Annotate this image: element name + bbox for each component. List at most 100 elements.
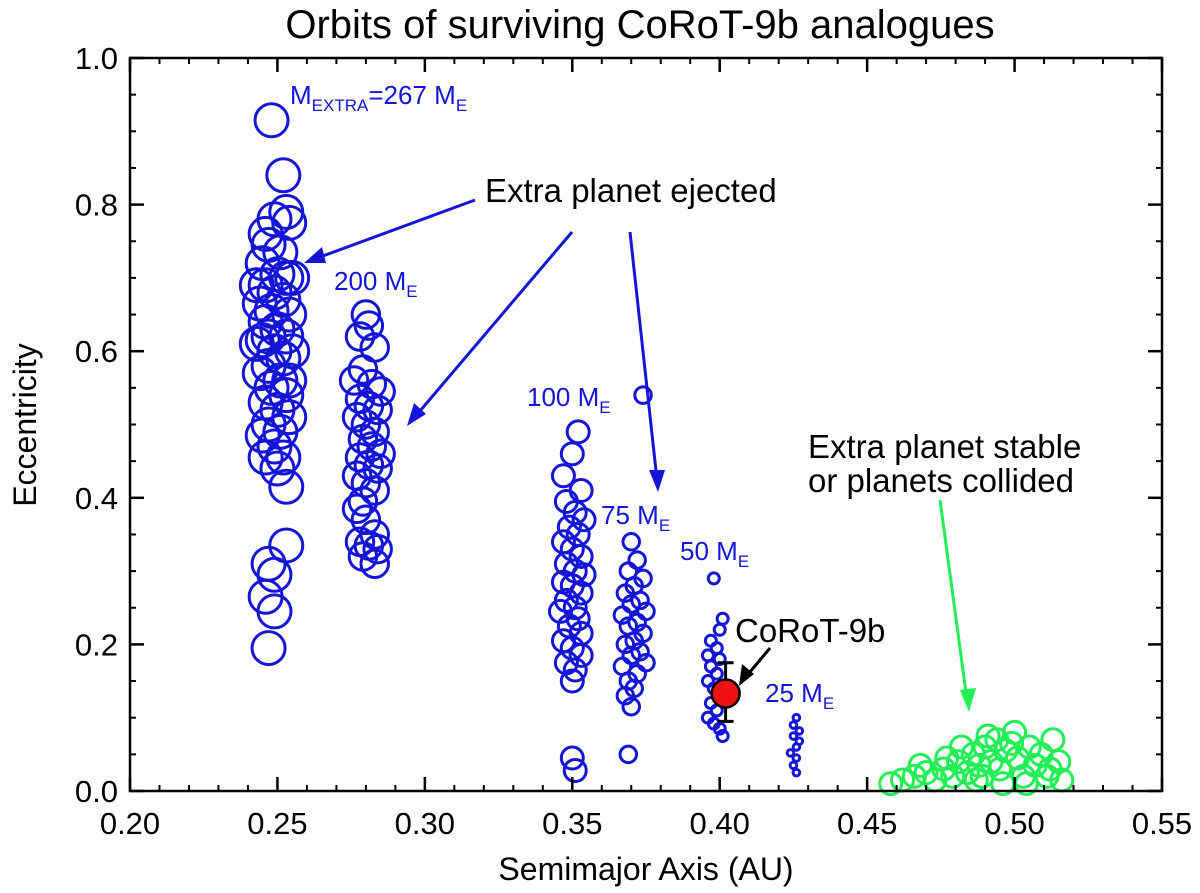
data-point <box>1040 727 1066 753</box>
data-point <box>341 493 373 525</box>
data-point <box>715 729 730 744</box>
data-point <box>550 463 576 489</box>
label-25-me: 25 ME <box>765 678 834 713</box>
data-point <box>244 417 281 454</box>
data-point <box>568 642 594 668</box>
data-point <box>633 385 653 405</box>
data-point <box>791 767 802 778</box>
data-point <box>559 668 585 694</box>
ejected-arrow-1 <box>311 198 476 262</box>
y-tick-label: 0.4 <box>75 481 118 516</box>
x-tick-label: 0.30 <box>395 806 455 841</box>
data-point <box>350 504 382 536</box>
data-point <box>612 605 633 625</box>
label-267-me: MEXTRA=267 ME <box>290 80 467 115</box>
x-axis-label: Semimajor Axis (AU) <box>498 851 793 887</box>
data-point <box>712 652 727 667</box>
data-point <box>565 419 591 445</box>
data-point <box>238 267 275 304</box>
data-point <box>359 475 390 506</box>
data-point <box>238 325 275 362</box>
x-tick-label: 0.45 <box>837 806 897 841</box>
ejected-arrowhead-2 <box>407 403 426 426</box>
data-point <box>256 556 293 593</box>
data-point <box>259 450 296 487</box>
y-tick-label: 1.0 <box>75 41 118 76</box>
data-point <box>785 748 796 758</box>
corot9b-arrowhead <box>739 664 754 686</box>
chart-title: Orbits of surviving CoRoT-9b analogues <box>285 3 994 47</box>
data-point <box>794 726 805 736</box>
y-tick-label: 0.8 <box>75 188 118 223</box>
data-point <box>559 441 585 467</box>
marker-layer <box>238 102 1075 797</box>
data-point <box>700 648 715 663</box>
data-point <box>559 745 585 771</box>
x-tick-label: 0.20 <box>100 806 160 841</box>
data-point <box>562 595 588 621</box>
data-point <box>621 532 642 552</box>
ejected-arrow-3 <box>628 231 659 481</box>
data-point <box>1037 756 1063 782</box>
series-extra-planet-stable-or-planets-collided <box>878 719 1075 797</box>
data-point <box>934 745 960 771</box>
data-point <box>350 299 382 330</box>
data-point <box>359 548 390 580</box>
data-point <box>274 259 311 296</box>
data-point <box>791 753 802 763</box>
y-axis-label: Eccentricity <box>7 343 43 507</box>
y-tick-label: 0.2 <box>75 627 118 662</box>
data-point <box>362 533 393 565</box>
x-tick-label: 0.35 <box>542 806 602 841</box>
data-point <box>715 611 730 626</box>
label-corot9b: CoRoT-9b <box>735 612 885 649</box>
data-point <box>262 234 299 271</box>
stable-arrowhead <box>960 688 976 712</box>
data-point <box>562 657 588 683</box>
data-point <box>791 742 802 752</box>
label-stable-line1: Extra planet stable <box>808 428 1081 465</box>
data-point <box>353 310 385 341</box>
corot9b-point <box>710 678 741 709</box>
data-point <box>709 666 724 681</box>
ejected-arrowhead-1 <box>304 247 326 263</box>
series-75-m-e <box>612 385 656 765</box>
data-point <box>712 721 727 736</box>
data-point <box>250 318 287 355</box>
ejected-arrowhead-3 <box>649 470 665 492</box>
data-point <box>712 622 727 637</box>
data-point <box>788 760 799 771</box>
data-point <box>365 438 396 470</box>
data-point <box>615 583 636 603</box>
y-tick-label: 0.0 <box>75 774 118 809</box>
data-point <box>630 590 650 611</box>
data-point <box>706 571 721 586</box>
data-point <box>878 771 904 797</box>
data-point <box>347 354 379 385</box>
x-tick-label: 0.40 <box>690 806 750 841</box>
x-tick-label: 0.25 <box>247 806 307 841</box>
data-point <box>618 744 639 765</box>
data-point <box>999 730 1025 756</box>
data-point <box>975 723 1001 749</box>
series-100-m-e <box>547 419 597 783</box>
data-point <box>969 763 995 789</box>
label-75-me: 75 ME <box>601 500 670 535</box>
data-point <box>562 757 588 783</box>
data-point <box>627 612 647 633</box>
data-point <box>568 580 594 606</box>
data-point <box>615 685 636 706</box>
data-point <box>241 355 278 392</box>
data-point <box>615 634 636 655</box>
data-point <box>268 193 305 230</box>
data-point <box>265 157 302 194</box>
data-point <box>571 507 597 533</box>
annotation-arrows <box>304 198 976 712</box>
y-tick-label: 0.6 <box>75 334 118 369</box>
stable-arrow <box>938 499 969 701</box>
series-267-m-e <box>238 102 311 667</box>
ejected-arrow-2 <box>412 231 574 419</box>
data-point <box>247 439 284 476</box>
label-50-me: 50 ME <box>680 536 749 571</box>
